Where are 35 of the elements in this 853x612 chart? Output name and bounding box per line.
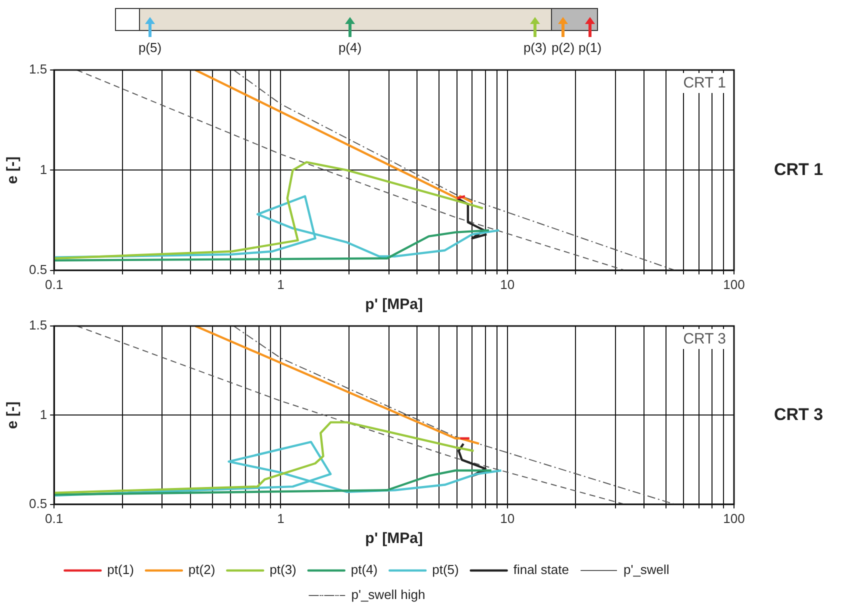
- text: p(5): [138, 40, 162, 55]
- x-tick-label: 0.1: [45, 510, 64, 526]
- y-tick-label: 0.5: [28, 496, 48, 511]
- legend-label: pt(1): [107, 562, 134, 578]
- y-axis-title: e [-]: [4, 401, 22, 429]
- y-tick-label: 1.5: [28, 62, 48, 77]
- legend-label: pt(4): [350, 562, 378, 578]
- x-axis-title: p' [MPa]: [365, 296, 423, 314]
- x-tick-label: 100: [723, 510, 745, 526]
- legend-label: p'_swell: [623, 562, 670, 578]
- legend-label: p'_swell high: [351, 587, 426, 602]
- x-axis-title: p' [MPa]: [365, 530, 423, 548]
- text: p(4): [338, 40, 362, 55]
- x-tick-label: 10: [500, 276, 515, 292]
- y-tick-label: 0.5: [28, 262, 48, 277]
- legend-label: final state: [513, 562, 569, 578]
- legend-label: pt(5): [432, 562, 459, 578]
- text: CRT 1: [774, 160, 824, 179]
- text: p(3): [523, 40, 547, 55]
- y-tick-label: 1.5: [28, 318, 48, 333]
- annotation: CRT 1: [683, 74, 726, 92]
- text: CRT 3: [774, 404, 824, 424]
- x-tick-label: 100: [723, 276, 745, 292]
- text: p(1): [578, 40, 602, 55]
- annotation: CRT 3: [683, 330, 726, 348]
- legend-label: pt(2): [188, 562, 216, 578]
- y-axis-title: e [-]: [4, 156, 22, 184]
- y-tick-label: 1: [40, 406, 48, 422]
- x-tick-label: 1: [277, 276, 284, 292]
- x-tick-label: 0.1: [45, 276, 64, 292]
- x-tick-label: 10: [500, 510, 515, 526]
- y-tick-label: 1: [40, 162, 48, 177]
- x-tick-label: 1: [277, 510, 284, 526]
- text: p(2): [551, 40, 575, 55]
- legend-label: pt(3): [270, 562, 296, 578]
